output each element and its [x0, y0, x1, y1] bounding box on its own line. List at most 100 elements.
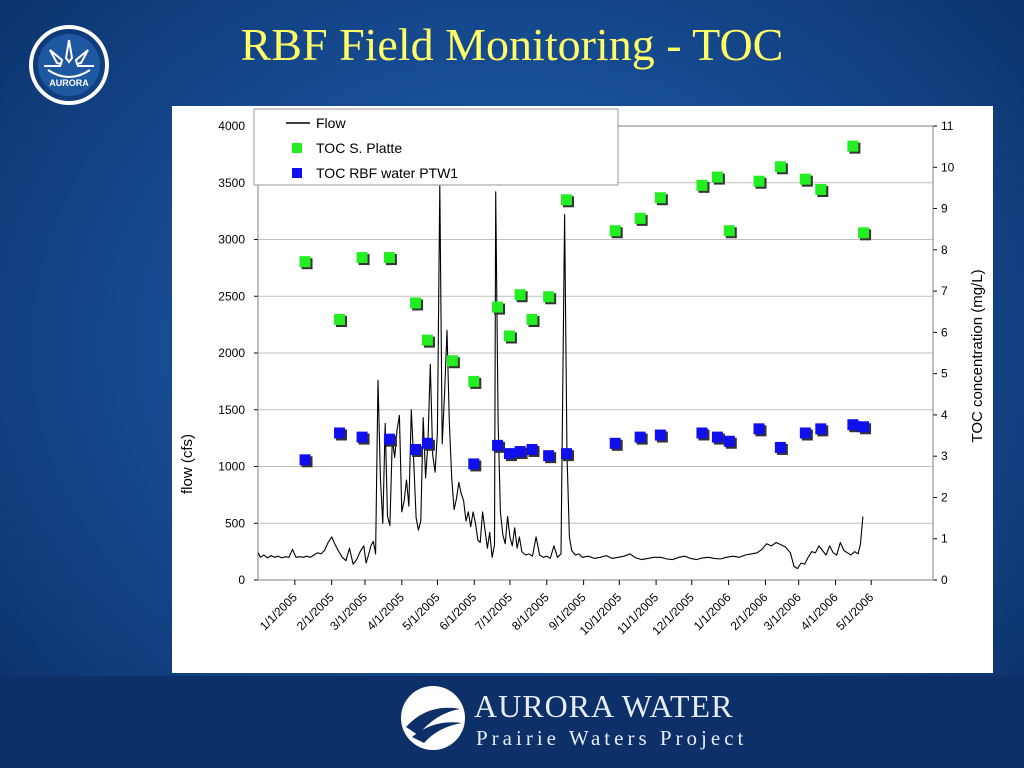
y2-tick-label: 3	[941, 449, 948, 463]
x-tick-label: 6/1/2005	[436, 590, 479, 633]
toc-rbf-point	[299, 454, 311, 466]
toc-rbf-point	[711, 431, 723, 443]
y2-tick-label: 9	[941, 202, 948, 216]
toc-rbf-point	[723, 435, 735, 447]
toc-rbf-point	[383, 433, 395, 445]
y2-tick-label: 2	[941, 490, 948, 504]
x-tick-label: 3/1/2005	[327, 590, 370, 633]
x-tick-label: 1/1/2005	[257, 590, 300, 633]
toc-rbf-point	[492, 439, 504, 451]
legend: Flow TOC S. Platte TOC RBF water PTW1	[253, 108, 619, 186]
y-tick-label: 2500	[218, 289, 245, 303]
toc-platte-point	[514, 289, 526, 301]
toc-rbf-point	[421, 437, 433, 449]
x-tick-label: 4/1/2005	[364, 590, 407, 633]
x-tick-label: 3/1/2006	[761, 590, 804, 633]
y2-tick-label: 1	[941, 532, 948, 546]
toc-platte-point	[609, 225, 621, 237]
logo-text: AURORA	[49, 78, 89, 88]
axes: 0 500 1000 1500 2000 2500 3000 3500 4000 0 1 2 3 4 5 6 7…	[218, 119, 954, 638]
toc-rbf-point	[410, 443, 422, 455]
toc-platte-point	[356, 252, 368, 264]
y2-tick-label: 6	[941, 325, 948, 339]
toc-platte-point	[560, 194, 572, 206]
x-tick-label: 7/1/2005	[472, 590, 515, 633]
flow-series	[257, 184, 864, 570]
x-tick-label: 5/1/2006	[833, 590, 876, 633]
toc-rbf-point	[815, 423, 827, 435]
toc-platte-point	[543, 291, 555, 303]
toc-rbf-point	[526, 443, 538, 455]
y-tick-label: 1500	[218, 403, 245, 417]
y-axis-label: flow (cfs)	[179, 434, 196, 494]
toc-platte-point	[815, 183, 827, 195]
x-tick-label: 8/1/2005	[509, 590, 552, 633]
toc-rbf-point	[799, 427, 811, 439]
legend-rbf-swatch	[292, 168, 302, 178]
chart-panel: 0 500 1000 1500 2000 2500 3000 3500 4000 0 1 2 3 4 5 6 7…	[172, 106, 993, 673]
toc-platte-point	[299, 256, 311, 268]
toc-platte-point	[711, 171, 723, 183]
toc-rbf-point	[560, 448, 572, 460]
aurora-logo-icon: AURORA	[29, 25, 109, 105]
y2-tick-label: 11	[941, 119, 954, 133]
toc-platte-point	[654, 192, 666, 204]
toc-platte-point	[526, 313, 538, 325]
y-tick-label: 3500	[218, 176, 245, 190]
y-tick-label: 2000	[218, 346, 245, 360]
y2-axis-label: TOC concentration (mg/L)	[969, 269, 986, 442]
footer-brand: AURORA WATER	[474, 688, 734, 724]
y-tick-label: 500	[225, 516, 245, 530]
toc-platte-point	[723, 225, 735, 237]
toc-platte-point	[799, 173, 811, 185]
toc-rbf-point	[753, 423, 765, 435]
toc-platte-point	[696, 179, 708, 191]
toc-platte-point	[333, 313, 345, 325]
toc-platte-point	[847, 140, 859, 152]
toc-rbf-point	[634, 431, 646, 443]
y2-tick-label: 8	[941, 243, 948, 257]
toc-rbf-point	[333, 427, 345, 439]
y2-tick-label: 10	[941, 160, 955, 174]
y-tick-label: 1000	[218, 460, 245, 474]
toc-platte-point	[774, 161, 786, 173]
toc-platte-point	[446, 355, 458, 367]
y2-tick-label: 5	[941, 367, 948, 381]
toc-rbf-point	[609, 437, 621, 449]
x-tick-label: 5/1/2005	[400, 590, 443, 633]
toc-rbf-point	[503, 448, 515, 460]
footer-band	[0, 676, 1024, 768]
toc-rbf-point	[774, 441, 786, 453]
aurora-water-logo-icon	[401, 686, 465, 750]
toc-flow-chart: 0 500 1000 1500 2000 2500 3000 3500 4000 0 1 2 3 4 5 6 7…	[179, 108, 986, 638]
toc-platte-point	[421, 334, 433, 346]
y-tick-label: 3000	[218, 233, 245, 247]
toc-platte-point	[492, 301, 504, 313]
toc-rbf-point	[543, 450, 555, 462]
toc-platte-point	[410, 297, 422, 309]
toc-rbf-point	[847, 419, 859, 431]
y-tick-label: 0	[238, 573, 245, 587]
x-tick-label: 4/1/2006	[798, 590, 841, 633]
flow-line	[257, 184, 864, 570]
slide-title: RBF Field Monitoring - TOC	[240, 19, 784, 70]
footer-subtitle: Prairie Waters Project	[476, 726, 748, 750]
y2-tick-label: 7	[941, 284, 948, 298]
y2-tick-label: 4	[941, 408, 948, 422]
toc-rbf-point	[858, 421, 870, 433]
toc-platte-point	[383, 252, 395, 264]
legend-rbf-label: TOC RBF water PTW1	[316, 165, 458, 181]
legend-box	[253, 108, 619, 186]
toc-platte-point	[858, 227, 870, 239]
toc-platte-point	[468, 375, 480, 387]
toc-rbf-point	[468, 458, 480, 470]
y2-tick-label: 0	[941, 573, 948, 587]
toc-platte-point	[503, 330, 515, 342]
x-tick-label: 1/1/2006	[691, 590, 734, 633]
legend-platte-swatch	[292, 143, 302, 153]
grid-lines	[258, 125, 933, 581]
marker-series	[299, 140, 872, 472]
y-tick-label: 4000	[218, 119, 245, 133]
legend-platte-label: TOC S. Platte	[316, 140, 402, 156]
legend-flow-label: Flow	[316, 115, 346, 131]
